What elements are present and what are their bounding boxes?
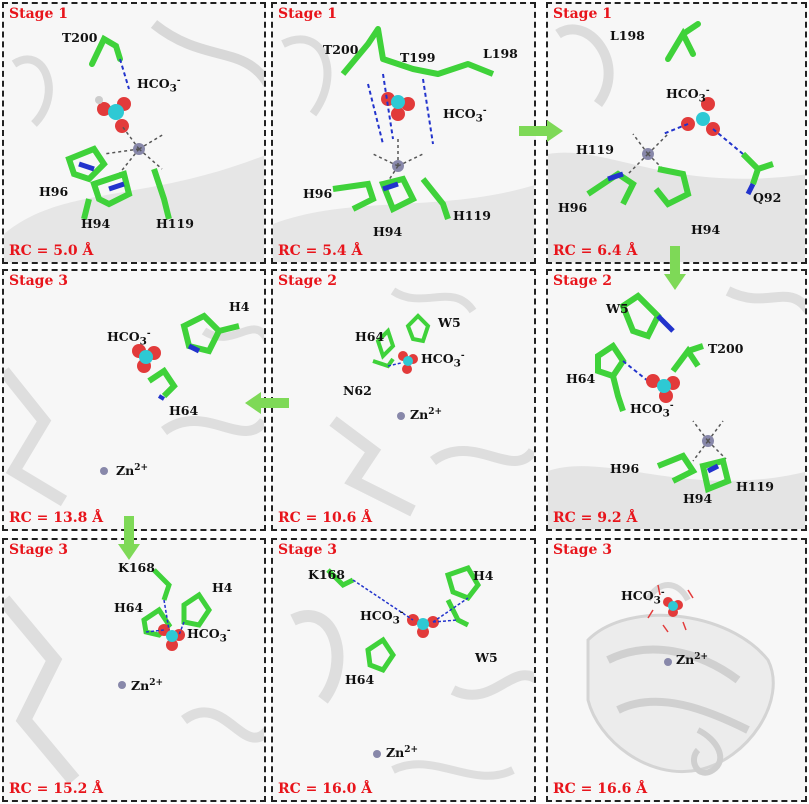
residue-label-h119: H119 [453,208,491,223]
residue-label-h94: H94 [373,224,403,239]
hco3-label: HCO3- [443,106,487,125]
residue-label-h4: H4 [229,299,250,314]
panel-3: Stage 1 L198 HCO3- H119 H96 H94 Q92 RC =… [546,2,807,264]
panel-4: Stage 3 HCO3- H4 H64 Zn2+ RC = 13.8 Å [2,269,266,531]
zinc-label: Zn2+ [386,745,419,761]
residue-label-h4: H4 [473,568,494,583]
zinc-label: Zn2+ [410,407,443,423]
molecular-scene [548,21,805,262]
residue-label-h64: H64 [114,600,144,615]
zinc-label: Zn2+ [116,463,149,479]
residue-label-h94: H94 [81,216,111,231]
hco3-label: HCO3- [137,76,181,95]
zinc-label: Zn2+ [676,652,709,668]
arrow-right-icon [519,120,563,142]
hco3-label: HCO3- [107,329,151,348]
rc-value: RC = 16.6 Å [553,781,648,797]
panel-7: Stage 3 K168 H4 H64 HCO3- Zn2+ RC = 15.2… [2,538,266,802]
residue-label-h96: H96 [39,184,69,199]
residue-label-t200: T200 [62,30,98,45]
stage-label: Stage 1 [553,6,612,22]
rc-value: RC = 16.0 Å [278,781,373,797]
molecular-scene [273,26,534,262]
stage-label: Stage 1 [9,6,68,22]
molecular-scene [4,20,264,262]
molecular-scene [290,564,534,780]
hco3-label: HCO3- [360,608,404,627]
panel-1: Stage 1 T200 HCO3- H96 H94 H119 RC = 5.0… [2,2,266,264]
residue-label-l198: L198 [483,46,518,61]
hco3-label: HCO3- [630,401,674,420]
residue-label-w5: W5 [438,315,461,330]
panel-9: Stage 3 HCO3- Zn2+ RC = 16.6 Å [546,538,807,802]
rc-value: RC = 9.2 Å [553,510,638,526]
residue-label-h96: H96 [558,200,588,215]
residue-label-h4: H4 [212,580,233,595]
stage-label: Stage 3 [278,542,337,558]
molecular-scene [4,312,264,507]
stage-label: Stage 3 [9,273,68,289]
residue-label-h119: H119 [576,142,614,157]
molecular-scene [548,286,805,529]
stage-label: Stage 2 [553,273,612,289]
rc-value: RC = 10.6 Å [278,510,373,526]
panel-2: Stage 1 T200 T199 L198 HCO3- H96 H94 H11… [271,2,536,264]
rc-value: RC = 15.2 Å [9,781,104,797]
arrow-down-icon [664,246,686,290]
zinc-label: Zn2+ [131,678,164,694]
residue-label-h94: H94 [691,222,721,237]
panel-8: Stage 3 K168 H4 HCO3- W5 H64 Zn2+ RC = 1… [271,538,536,802]
residue-label-t200: T200 [708,341,744,356]
hco3-label: HCO3- [187,626,231,645]
residue-label-h64: H64 [566,371,596,386]
rc-value: RC = 6.4 Å [553,243,638,259]
panel-5: Stage 2 W5 H64 HCO3- N62 Zn2+ RC = 10.6 … [271,269,536,531]
residue-label-w5: W5 [475,650,498,665]
hco3-label: HCO3- [666,86,710,105]
residue-label-h64: H64 [345,672,375,687]
residue-label-t199: T199 [400,50,436,65]
residue-label-n62: N62 [343,383,372,398]
residue-label-k168: K168 [118,560,155,575]
residue-label-h119: H119 [736,479,774,494]
rc-value: RC = 5.0 Å [9,243,94,259]
residue-label-h96: H96 [303,186,333,201]
residue-label-h64: H64 [355,329,385,344]
residue-label-h96: H96 [610,461,640,476]
stage-label: Stage 3 [553,542,612,558]
residue-label-q92: Q92 [753,190,782,205]
residue-label-w5: W5 [606,301,629,316]
residue-label-k168: K168 [308,567,345,582]
molecular-scene [4,568,264,785]
hco3-label: HCO3- [621,588,665,607]
molecular-scene [329,287,534,517]
residue-label-h64: H64 [169,403,199,418]
arrow-down-icon [118,516,140,560]
stage-label: Stage 3 [9,542,68,558]
residue-label-h94: H94 [683,491,713,506]
stage-label: Stage 1 [278,6,337,22]
residue-label-l198: L198 [610,28,645,43]
arrow-left-icon [245,392,289,414]
rc-value: RC = 13.8 Å [9,510,104,526]
rc-value: RC = 5.4 Å [278,243,363,259]
residue-label-t200: T200 [323,42,359,57]
stage-label: Stage 2 [278,273,337,289]
panel-6: Stage 2 W5 T200 H64 HCO3- H96 H94 H119 R… [546,269,807,531]
residue-label-h119: H119 [156,216,194,231]
hco3-label: HCO3- [421,351,465,370]
molecular-scene [586,582,775,776]
